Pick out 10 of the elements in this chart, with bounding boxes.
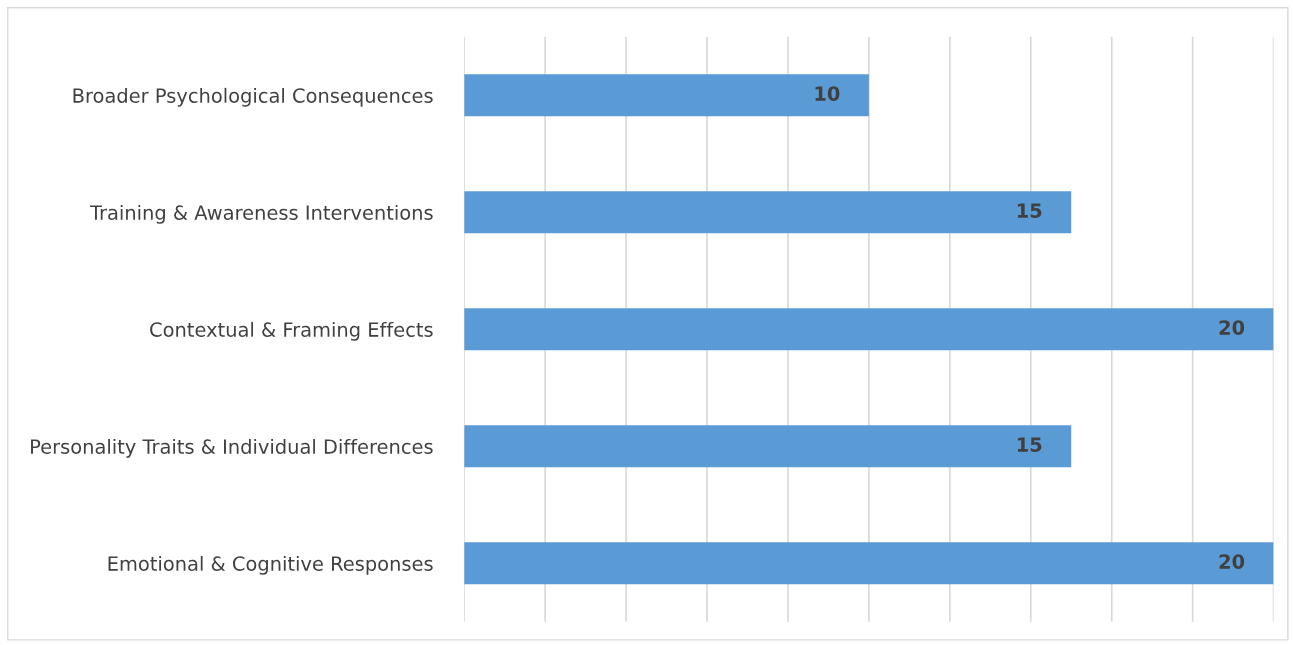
- data-label: 20: [1219, 320, 1245, 335]
- y-tick-label: Emotional & Cognitive Responses: [108, 555, 433, 575]
- y-tick-label: Contextual & Framing Effects: [150, 321, 433, 341]
- data-label: 20: [1219, 554, 1245, 569]
- y-tick-label: Training & Awareness Interventions: [89, 204, 433, 224]
- data-label: 15: [1017, 437, 1042, 452]
- data-label: 15: [1017, 203, 1042, 218]
- y-tick-label: Personality Traits & Individual Differences: [31, 438, 433, 458]
- y-tick-label: Broader Psychological Consequences: [73, 87, 433, 107]
- data-label: 10: [815, 86, 840, 101]
